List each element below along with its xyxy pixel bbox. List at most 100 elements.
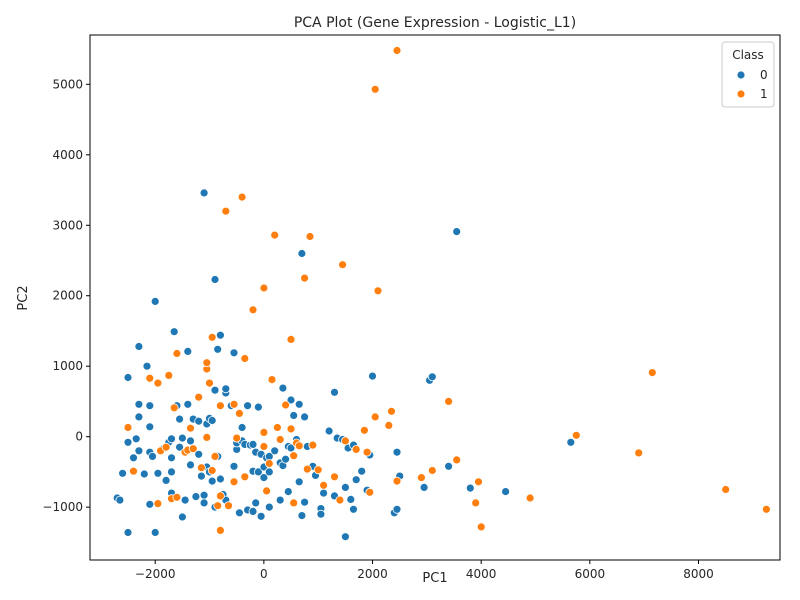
point-class-1-84 bbox=[571, 430, 581, 440]
point-class-1-48 bbox=[281, 400, 291, 410]
legend-title: Class bbox=[732, 48, 764, 62]
point-class-1-0 bbox=[123, 423, 133, 432]
point-class-0-38 bbox=[183, 346, 193, 356]
legend-entry-1: 1 bbox=[760, 87, 768, 101]
point-class-1-20 bbox=[202, 358, 212, 368]
y-tick-label-4: 3000 bbox=[52, 218, 83, 232]
point-class-1-62 bbox=[335, 495, 345, 505]
point-class-0-107 bbox=[297, 249, 307, 258]
point-class-0-60 bbox=[215, 330, 225, 340]
point-class-1-50 bbox=[286, 334, 296, 344]
point-class-1-66 bbox=[359, 425, 369, 435]
point-class-0-132 bbox=[368, 371, 377, 381]
point-class-1-33 bbox=[232, 433, 242, 443]
point-class-0-140 bbox=[444, 461, 454, 471]
point-class-0-19 bbox=[148, 451, 157, 461]
point-class-0-18 bbox=[145, 499, 155, 509]
point-class-0-58 bbox=[213, 344, 223, 354]
point-class-1-41 bbox=[259, 427, 269, 437]
point-class-0-47 bbox=[199, 490, 209, 500]
point-class-0-117 bbox=[324, 426, 334, 436]
point-class-0-128 bbox=[351, 475, 361, 485]
point-class-1-37 bbox=[240, 354, 250, 363]
point-class-0-12 bbox=[134, 446, 144, 456]
point-class-0-101 bbox=[286, 443, 296, 453]
point-class-1-82 bbox=[476, 522, 486, 532]
point-class-1-44 bbox=[267, 375, 277, 385]
point-class-1-52 bbox=[289, 451, 299, 461]
point-class-0-83 bbox=[253, 467, 263, 477]
point-class-1-29 bbox=[221, 206, 231, 216]
point-class-1-72 bbox=[384, 420, 394, 430]
point-class-1-74 bbox=[392, 476, 402, 486]
point-class-1-85 bbox=[634, 448, 644, 458]
point-class-0-28 bbox=[167, 467, 176, 477]
point-class-0-7 bbox=[129, 453, 138, 463]
point-class-0-98 bbox=[281, 454, 291, 464]
point-class-0-46 bbox=[199, 188, 209, 198]
point-class-1-21 bbox=[205, 378, 214, 388]
point-class-1-16 bbox=[194, 392, 204, 402]
point-class-1-24 bbox=[210, 451, 220, 461]
point-class-0-42 bbox=[191, 492, 201, 502]
point-class-1-4 bbox=[153, 499, 163, 509]
x-tick-label-4: 6000 bbox=[575, 567, 606, 581]
x-axis: −2000 0 2000 4000 6000 8000 bbox=[135, 560, 714, 581]
point-class-1-42 bbox=[262, 486, 272, 496]
point-class-1-80 bbox=[471, 498, 481, 508]
point-class-0-61 bbox=[215, 474, 225, 484]
point-class-1-7 bbox=[164, 370, 174, 380]
point-class-0-36 bbox=[180, 495, 190, 505]
point-class-0-33 bbox=[175, 414, 185, 424]
point-class-1-61 bbox=[330, 472, 339, 482]
point-class-1-78 bbox=[444, 396, 454, 406]
point-class-0-21 bbox=[150, 528, 160, 537]
point-class-1-81 bbox=[474, 477, 483, 487]
point-class-1-64 bbox=[340, 436, 350, 446]
point-class-1-39 bbox=[259, 442, 269, 451]
point-class-1-10 bbox=[172, 349, 182, 358]
point-class-1-69 bbox=[370, 84, 380, 94]
point-class-0-110 bbox=[300, 497, 310, 507]
point-class-0-8 bbox=[131, 434, 141, 444]
point-class-0-129 bbox=[357, 466, 367, 476]
point-class-1-9 bbox=[169, 403, 179, 413]
legend-entry-0: 0 bbox=[760, 68, 768, 82]
point-class-0-142 bbox=[465, 483, 475, 493]
point-class-0-100 bbox=[283, 487, 293, 497]
point-class-0-108 bbox=[297, 511, 307, 520]
point-class-0-84 bbox=[253, 402, 263, 412]
point-class-0-14 bbox=[142, 361, 152, 371]
point-class-1-60 bbox=[319, 480, 329, 490]
point-class-1-75 bbox=[392, 46, 402, 55]
point-class-0-30 bbox=[169, 327, 179, 337]
legend: Class 0 1 bbox=[721, 41, 775, 108]
point-class-0-64 bbox=[221, 384, 231, 394]
point-class-0-80 bbox=[248, 506, 258, 516]
point-class-0-56 bbox=[210, 275, 220, 284]
x-tick-label-2: 2000 bbox=[357, 567, 388, 581]
point-class-0-54 bbox=[207, 416, 217, 425]
point-class-0-32 bbox=[175, 442, 185, 452]
point-class-0-109 bbox=[300, 412, 310, 422]
point-class-0-11 bbox=[134, 412, 144, 422]
point-class-0-4 bbox=[123, 437, 133, 447]
legend-box bbox=[721, 41, 775, 108]
y-tick-label-3: 2000 bbox=[52, 289, 83, 303]
point-class-1-3 bbox=[153, 378, 163, 388]
points-layer bbox=[112, 46, 771, 542]
point-class-0-2 bbox=[118, 468, 127, 478]
point-class-0-44 bbox=[194, 449, 204, 459]
point-class-1-63 bbox=[338, 260, 348, 270]
legend-marker-0 bbox=[736, 70, 746, 80]
point-class-0-10 bbox=[134, 399, 144, 409]
point-class-1-34 bbox=[234, 408, 244, 418]
point-class-0-3 bbox=[123, 373, 133, 382]
point-class-0-144 bbox=[566, 437, 576, 447]
point-class-0-20 bbox=[150, 296, 160, 306]
point-class-0-13 bbox=[139, 469, 149, 479]
y-tick-label-6: 5000 bbox=[52, 77, 83, 91]
point-class-1-79 bbox=[452, 455, 462, 465]
point-class-1-25 bbox=[213, 501, 223, 511]
point-class-0-26 bbox=[167, 434, 176, 444]
